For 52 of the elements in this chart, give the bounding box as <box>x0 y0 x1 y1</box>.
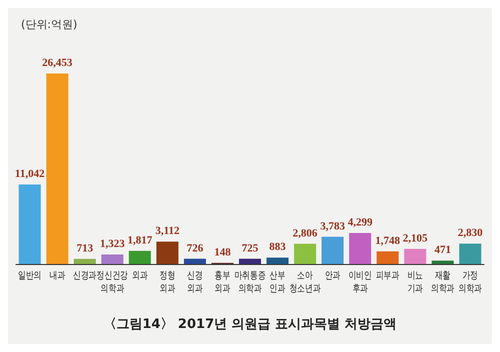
bar <box>184 258 206 264</box>
data-label: 3,783 <box>320 220 346 232</box>
bar <box>238 258 262 264</box>
x-tick-label: 흉부 외과 <box>214 270 230 296</box>
data-label: 725 <box>242 242 259 254</box>
x-tick-label: 이비인 후과 <box>348 270 372 296</box>
bar <box>322 236 344 264</box>
chart-subtitle: (단위:억원) <box>21 18 78 31</box>
data-label: 713 <box>76 242 94 254</box>
bar <box>18 184 41 264</box>
data-label: 471 <box>434 244 451 256</box>
bar <box>294 244 316 264</box>
data-label: 148 <box>214 246 232 258</box>
data-label: 1,748 <box>375 234 401 247</box>
x-tick-label: 안과 <box>324 270 340 282</box>
bar <box>101 254 124 264</box>
bar <box>128 250 151 264</box>
x-tick-label: 재활 의학과 <box>430 270 454 296</box>
bar <box>376 251 399 264</box>
x-tick-label: 비뇨 기과 <box>407 270 424 296</box>
data-label: 4,299 <box>348 216 373 229</box>
bar <box>266 258 289 264</box>
bar <box>432 260 454 264</box>
x-tick-label: 소아 청소년과 <box>289 270 321 296</box>
x-tick-label: 내과 <box>49 270 66 282</box>
data-label: 3,112 <box>155 225 180 238</box>
x-tick-label: 피부과 <box>376 270 400 282</box>
data-label: 2,806 <box>292 227 318 240</box>
bar <box>156 242 178 264</box>
bar <box>459 244 482 264</box>
x-tick-label: 산부 인과 <box>270 270 286 296</box>
data-label: 726 <box>186 242 204 254</box>
data-label: 26,453 <box>42 57 73 70</box>
data-label: 11,042 <box>14 168 46 180</box>
text: 〈그림14〉 2017년 의원급 표시과목별 처방금액 <box>103 317 397 332</box>
data-label: 883 <box>269 241 286 254</box>
x-tick-label: 일반의 <box>18 270 42 282</box>
bar <box>46 74 68 264</box>
x-tick-label: 신경 외과 <box>187 270 203 296</box>
x-tick-label: 마취통증 의학과 <box>234 270 266 296</box>
x-tick-label: 신경과 <box>73 270 97 282</box>
x-tick-label: 정형 외과 <box>160 270 176 296</box>
x-tick-label: 가정 의학과 <box>458 270 482 296</box>
x-tick-label: 외과 <box>132 270 148 282</box>
x-tick-label: 정신건강 의학과 <box>96 270 128 296</box>
data-label: 1,817 <box>128 234 153 246</box>
bar <box>74 258 96 264</box>
bar <box>404 248 426 264</box>
data-label: 2,830 <box>458 227 484 240</box>
data-label: 1,323 <box>100 238 126 250</box>
bar <box>349 233 372 264</box>
data-label: 2,105 <box>402 232 428 244</box>
